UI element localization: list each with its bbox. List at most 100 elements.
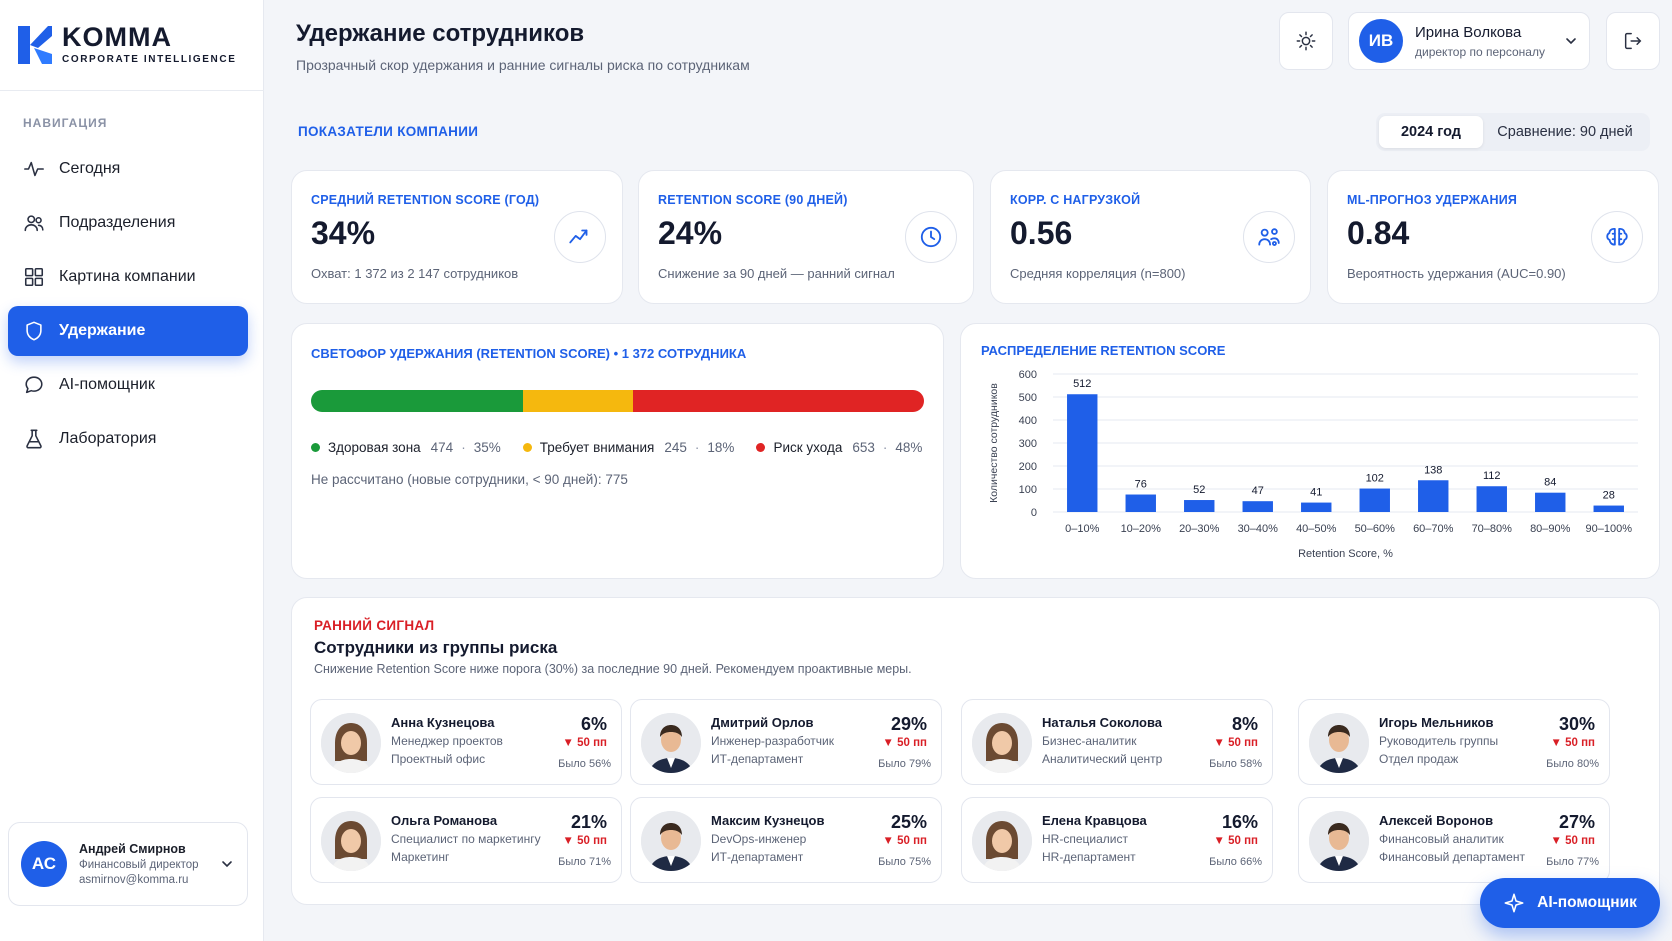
profile-name: Ирина Волкова [1415, 23, 1522, 41]
employee-photo [972, 811, 1032, 871]
employee-card[interactable]: Наталья Соколова Бизнес-аналитик Аналитиче… [961, 699, 1273, 785]
legend-count: 245 [664, 440, 687, 455]
employee-card[interactable]: Ольга Романова Специалист по маркетингу Ма… [310, 797, 622, 883]
sidebar-item-retention[interactable]: Удержание [8, 306, 248, 356]
period-compare-option[interactable]: Сравнение: 90 дней [1497, 124, 1633, 140]
x-tick-label: 90–100% [1586, 523, 1633, 535]
employee-name: Игорь Мельников [1379, 715, 1494, 730]
kpi-value: 0.56 [1010, 215, 1073, 251]
employee-score: 29% [890, 714, 927, 734]
sidebar-item-lab[interactable]: Лаборатория [8, 414, 248, 464]
employee-score-drop: ▼ 50 пп [562, 835, 607, 847]
employee-card[interactable]: Максим Кузнецов DevOps-инженер ИТ-департам… [630, 797, 942, 883]
logout-icon [1624, 32, 1642, 50]
sidebar-item-label: Картина компании [59, 268, 196, 285]
sidebar-item-ai-assistant[interactable]: AI-помощник [8, 360, 248, 410]
legend-separator: · [694, 440, 700, 455]
kpi-card-avg-retention[interactable]: СРЕДНИЙ RETENTION SCORE (ГОД) 34% Охват:… [291, 170, 623, 304]
sidebar-item-label: Удержание [59, 322, 146, 339]
employee-score-drop: ▼ 50 пп [1213, 737, 1258, 749]
x-axis-label: Retention Score, % [1298, 548, 1393, 560]
sidebar-item-label: Подразделения [59, 214, 176, 231]
kpi-card-ml-forecast[interactable]: ML-ПРОГНОЗ УДЕРЖАНИЯ 0.84 Вероятность уд… [1327, 170, 1659, 304]
employee-card[interactable]: Алексей Воронов Финансовый аналитик Финанс… [1298, 797, 1610, 883]
bar [1418, 480, 1449, 512]
employee-role: Бизнес-аналитик [1042, 734, 1137, 748]
employee-previous-score: Было 79% [878, 758, 931, 770]
sidebar-item-departments[interactable]: Подразделения [8, 198, 248, 248]
distribution-chart: 0 100 200 300 400 500 600 512 0–10% 76 10–20% 52 20–… [988, 369, 1638, 560]
traffic-bar [311, 390, 924, 412]
bar [1359, 488, 1390, 512]
brand-name: KOMMA [62, 22, 172, 52]
employee-photo [1309, 811, 1369, 871]
ai-assistant-button[interactable]: AI-помощник [1480, 878, 1660, 928]
employee-card[interactable]: Елена Кравцова HR-специалист HR-департамен… [961, 797, 1273, 883]
logo[interactable]: KOMMA CORPORATE INTELLIGENCE [18, 24, 236, 65]
bar-value-label: 76 [1135, 479, 1147, 491]
bar-value-label: 138 [1424, 464, 1442, 476]
current-user-card[interactable]: АС Андрей Смирнов Финансовый директор as… [8, 822, 248, 906]
employee-score: 21% [570, 812, 607, 832]
employee-score-drop: ▼ 50 пп [1550, 737, 1595, 749]
x-tick-label: 80–90% [1530, 523, 1571, 535]
profile-role: директор по персоналу [1415, 44, 1545, 59]
x-tick-label: 30–40% [1238, 523, 1279, 535]
employee-name: Наталья Соколова [1042, 715, 1163, 730]
kpi-card-retention-90d[interactable]: RETENTION SCORE (90 ДНЕЙ) 24% Снижение з… [638, 170, 974, 304]
legend-label: Требует внимания [539, 440, 655, 455]
kpi-card-workload-corr[interactable]: КОРР. С НАГРУЗКОЙ 0.56 Средняя корреляци… [990, 170, 1311, 304]
bar-value-label: 41 [1310, 487, 1322, 499]
x-tick-label: 60–70% [1413, 523, 1454, 535]
theme-toggle-button[interactable] [1279, 12, 1333, 70]
legend-healthy: Здоровая зона 474 · 35% [311, 440, 501, 455]
risk-subtitle: Снижение Retention Score ниже порога (30… [314, 662, 912, 676]
bar-value-label: 84 [1544, 477, 1556, 489]
period-year-option[interactable]: 2024 год [1379, 116, 1483, 148]
chevron-down-icon [1566, 38, 1576, 45]
employee-score: 6% [580, 714, 607, 734]
activity-icon [24, 161, 44, 177]
traffic-title: СВЕТОФОР УДЕРЖАНИЯ (RETENTION SCORE) • 1… [311, 346, 747, 361]
employee-card[interactable]: Игорь Мельников Руководитель группы Отдел … [1298, 699, 1610, 785]
chat-icon [25, 376, 43, 394]
clock-icon [905, 211, 957, 263]
kpi-value: 24% [658, 215, 723, 251]
employee-previous-score: Было 66% [1209, 856, 1262, 868]
employee-score: 27% [1558, 812, 1595, 832]
employee-card[interactable]: Дмитрий Орлов Инженер-разработчик ИТ-депар… [630, 699, 942, 785]
people-network-icon [1243, 211, 1295, 263]
employee-role: Инженер-разработчик [711, 734, 834, 748]
profile-menu[interactable]: ИВ Ирина Волкова директор по персоналу [1348, 12, 1590, 70]
kpi-value: 34% [311, 215, 376, 251]
employee-role: Специалист по маркетингу [391, 832, 541, 846]
legend-percent: 18% [707, 440, 735, 455]
bar-value-label: 52 [1193, 484, 1205, 496]
traffic-segment [311, 390, 524, 412]
sidebar-item-company-picture[interactable]: Картина компании [8, 252, 248, 302]
employee-previous-score: Было 56% [558, 758, 611, 770]
bar [1067, 394, 1098, 512]
employee-name: Ольга Романова [391, 813, 498, 828]
legend-separator: · [461, 440, 466, 455]
risk-caption: РАННИЙ СИГНАЛ [314, 618, 435, 633]
employee-role: Руководитель группы [1379, 734, 1499, 748]
employee-department: Маркетинг [391, 850, 450, 864]
sidebar-item-today[interactable]: Сегодня [8, 144, 248, 194]
avatar: АС [21, 841, 67, 887]
logout-button[interactable] [1606, 12, 1660, 70]
kpi-note: Вероятность удержания (AUC=0.90) [1347, 266, 1566, 281]
legend-separator: · [882, 440, 888, 455]
kpi-caption: СРЕДНИЙ RETENTION SCORE (ГОД) [311, 193, 540, 207]
kpi-note: Средняя корреляция (n=800) [1010, 266, 1186, 281]
nav-caption: НАВИГАЦИЯ [23, 116, 108, 130]
kpi-caption: ML-ПРОГНОЗ УДЕРЖАНИЯ [1347, 193, 1518, 207]
y-tick-label: 0 [1031, 507, 1037, 519]
grid-icon [24, 267, 44, 287]
chevron-down-icon[interactable] [219, 856, 235, 872]
employee-card[interactable]: Анна Кузнецова Менеджер проектов Проектный… [310, 699, 622, 785]
employee-previous-score: Было 77% [1546, 856, 1599, 868]
employee-previous-score: Было 75% [878, 856, 931, 868]
kpi-caption: КОРР. С НАГРУЗКОЙ [1010, 193, 1141, 207]
employee-name: Алексей Воронов [1379, 813, 1494, 828]
